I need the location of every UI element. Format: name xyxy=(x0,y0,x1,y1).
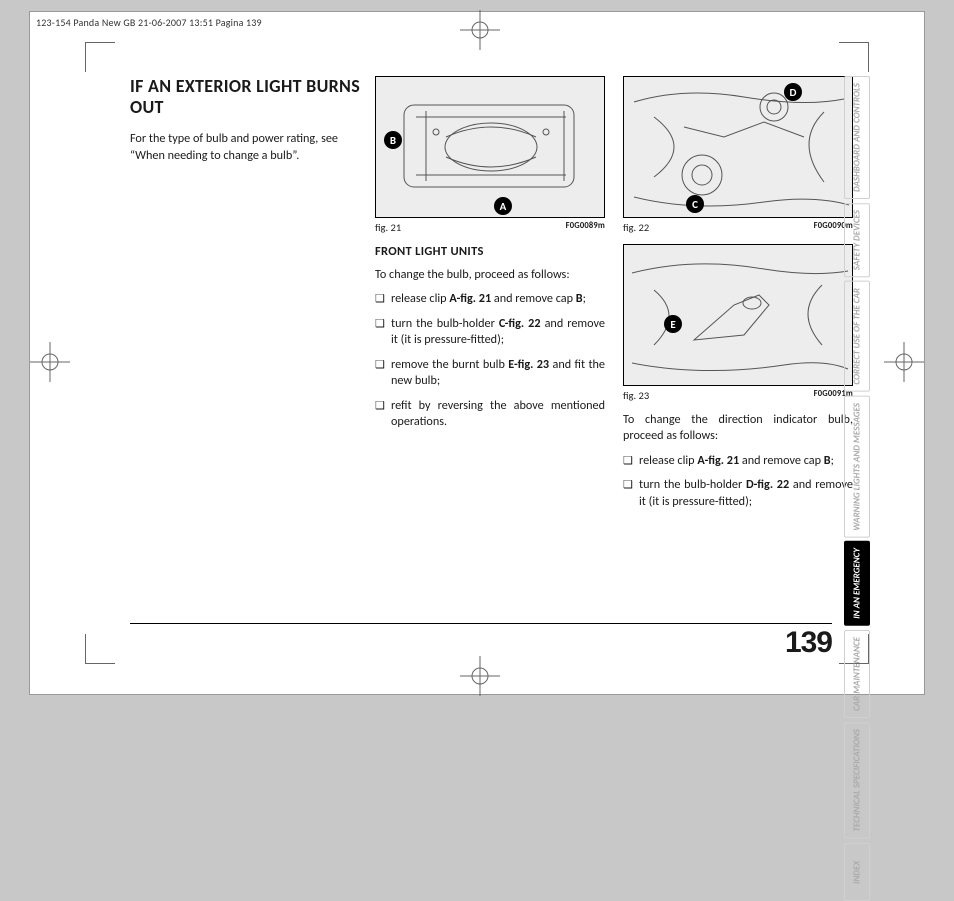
column-middle: B A fig. 21 F0G0089m FRONT LIGHT UNITS T… xyxy=(375,76,605,439)
figure-21: B A xyxy=(375,76,605,218)
side-tab[interactable]: WARNING LIGHTS AND MESSAGES xyxy=(844,396,870,538)
instruction-list: ❑release clip A-fig. 21 and remove cap B… xyxy=(375,291,605,430)
crop-mark xyxy=(85,634,115,664)
list-item: ❑release clip A-fig. 21 and remove cap B… xyxy=(623,453,853,469)
list-item-text: turn the bulb-holder D-fig. 22 and re­mo… xyxy=(639,477,853,510)
intro-text: For the type of bulb and power rating, s… xyxy=(130,131,360,164)
callout-a: A xyxy=(494,197,512,215)
lead-text: To change the bulb, proceed as follows: xyxy=(375,267,605,283)
list-item: ❑remove the burnt bulb E-fig. 23 and fit… xyxy=(375,357,605,390)
page-number: 139 xyxy=(785,626,832,660)
figure-label: fig. 23 xyxy=(623,389,649,402)
side-tab[interactable]: IN AN EMERGENCY xyxy=(844,541,870,626)
list-item-text: remove the burnt bulb E-fig. 23 and fit … xyxy=(391,357,605,390)
instruction-list: ❑release clip A-fig. 21 and remove cap B… xyxy=(623,453,853,510)
side-tab[interactable]: CAR MAINTENANCE xyxy=(844,630,870,718)
bullet-icon: ❑ xyxy=(623,453,639,469)
bullet-icon: ❑ xyxy=(375,357,391,390)
side-tab[interactable]: DASHBOARD AND CONTROLS xyxy=(844,76,870,199)
side-tab[interactable]: SAFETY DEVICES xyxy=(844,203,870,277)
side-tab[interactable]: INDEX xyxy=(844,843,870,901)
list-item: ❑release clip A-fig. 21 and remove cap B… xyxy=(375,291,605,307)
callout-b: B xyxy=(384,131,402,149)
callout-d: D xyxy=(784,83,802,101)
figure-22-caption: fig. 22 F0G0090m xyxy=(623,221,853,234)
figure-label: fig. 22 xyxy=(623,221,649,234)
crop-mark xyxy=(85,42,115,72)
column-left: IF AN EXTERIOR LIGHT BURNS OUT For the t… xyxy=(130,76,360,164)
registration-mark xyxy=(884,342,924,382)
page-title: IF AN EXTERIOR LIGHT BURNS OUT xyxy=(130,76,360,117)
figure-22: C D xyxy=(623,76,853,218)
figure-label: fig. 21 xyxy=(375,221,401,234)
page: 123-154 Panda New GB 21-06-2007 13:51 Pa… xyxy=(30,12,924,694)
list-item-text: release clip A-fig. 21 and remove cap B; xyxy=(391,291,605,307)
figure-23: E xyxy=(623,244,853,386)
bullet-icon: ❑ xyxy=(375,398,391,431)
list-item: ❑turn the bulb-holder D-fig. 22 and re­m… xyxy=(623,477,853,510)
content-area: IF AN EXTERIOR LIGHT BURNS OUT For the t… xyxy=(130,76,870,666)
lead-text: To change the direction indicator bulb, … xyxy=(623,412,853,445)
column-right: C D fig. 22 F0G0090m E fig. 23 F0G00 xyxy=(623,76,853,518)
bullet-icon: ❑ xyxy=(375,291,391,307)
bullet-icon: ❑ xyxy=(375,316,391,349)
section-subhead: FRONT LIGHT UNITS xyxy=(375,244,605,259)
list-item: ❑turn the bulb-holder C-fig. 22 and re­m… xyxy=(375,316,605,349)
list-item-text: release clip A-fig. 21 and remove cap B; xyxy=(639,453,853,469)
side-tab[interactable]: CORRECT USE OF THE CAR xyxy=(844,281,870,392)
crop-mark xyxy=(839,42,869,72)
list-item-text: refit by reversing the above mentioned o… xyxy=(391,398,605,431)
figure-23-caption: fig. 23 F0G0091m xyxy=(623,389,853,402)
list-item-text: turn the bulb-holder C-fig. 22 and re­mo… xyxy=(391,316,605,349)
callout-c: C xyxy=(686,195,704,213)
figure-code: F0G0089m xyxy=(566,221,605,234)
side-tab[interactable]: TECHNICAL SPECIFICATIONS xyxy=(844,722,870,838)
page-rule xyxy=(130,623,832,624)
side-tabs: DASHBOARD AND CONTROLS SAFETY DEVICES CORR… xyxy=(844,76,870,901)
callout-e: E xyxy=(664,315,682,333)
registration-mark xyxy=(30,342,70,382)
registration-mark xyxy=(460,10,500,50)
bullet-icon: ❑ xyxy=(623,477,639,510)
list-item: ❑refit by reversing the above mentioned … xyxy=(375,398,605,431)
figure-21-caption: fig. 21 F0G0089m xyxy=(375,221,605,234)
